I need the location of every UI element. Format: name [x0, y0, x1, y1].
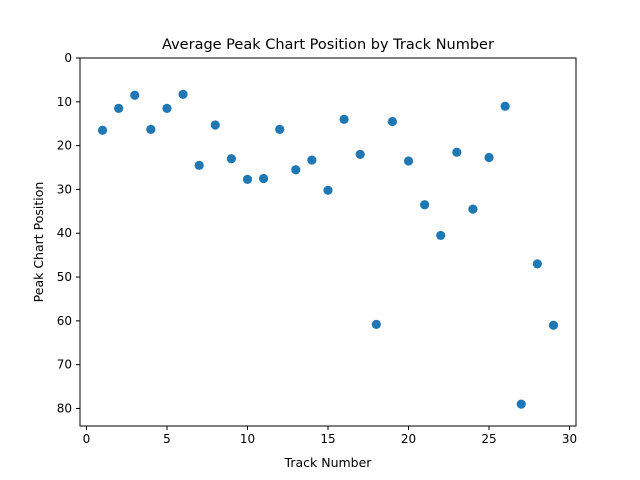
- x-tick-label: 30: [562, 432, 577, 446]
- x-axis: 0 5 10 15 20 25 30: [83, 426, 577, 446]
- plot-frame: [79, 57, 577, 427]
- y-tick-label: 60: [57, 314, 72, 328]
- data-point: [516, 399, 526, 409]
- x-tick-label: 15: [320, 432, 335, 446]
- x-tick-label: 5: [163, 432, 171, 446]
- data-point: [403, 156, 414, 166]
- data-point: [355, 149, 365, 159]
- chart-title: Average Peak Chart Position by Track Num…: [162, 37, 494, 53]
- y-tick-label: 70: [57, 358, 72, 372]
- data-point: [210, 120, 220, 130]
- data-point: [275, 124, 285, 135]
- data-point: [162, 103, 172, 113]
- data-point: [371, 319, 381, 329]
- data-point: [114, 103, 124, 113]
- data-point: [97, 125, 108, 135]
- data-point: [532, 259, 542, 269]
- data-point: [484, 152, 494, 163]
- data-points: [97, 89, 559, 409]
- data-point: [130, 90, 140, 100]
- y-tick-label: 10: [57, 95, 72, 109]
- x-tick-label: 20: [401, 432, 416, 446]
- data-point: [452, 147, 462, 157]
- data-point: [468, 204, 478, 214]
- data-point: [323, 185, 333, 195]
- data-point: [548, 320, 559, 330]
- y-axis: 0 10 20 30 40 50 60 70 80: [57, 51, 80, 415]
- data-point: [307, 155, 317, 165]
- y-tick-label: 20: [57, 139, 72, 153]
- x-tick-label: 10: [240, 432, 255, 446]
- data-point: [194, 160, 204, 170]
- data-point: [436, 230, 446, 241]
- data-point: [339, 114, 349, 124]
- data-point: [146, 124, 156, 135]
- x-axis-label: Track Number: [284, 455, 373, 470]
- data-point: [242, 174, 253, 184]
- data-point: [291, 165, 301, 175]
- y-tick-label: 80: [57, 401, 72, 415]
- y-tick-label: 30: [57, 182, 72, 196]
- data-point: [387, 116, 398, 127]
- data-point: [178, 89, 188, 99]
- data-point: [500, 101, 510, 111]
- x-tick-label: 25: [481, 432, 496, 446]
- x-tick-label: 0: [83, 432, 91, 446]
- y-tick-label: 50: [57, 270, 72, 284]
- y-tick-label: 40: [57, 226, 72, 240]
- data-point: [226, 154, 236, 164]
- y-tick-label: 0: [64, 51, 72, 65]
- data-point: [258, 173, 269, 184]
- data-point: [420, 200, 430, 210]
- y-axis-label: Peak Chart Position: [31, 182, 46, 303]
